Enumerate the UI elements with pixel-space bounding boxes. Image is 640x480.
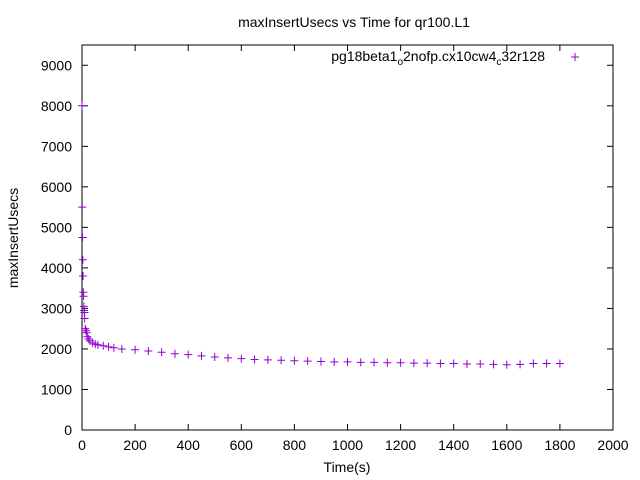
data-point xyxy=(277,356,286,365)
data-point xyxy=(131,345,140,354)
x-tick-label: 1200 xyxy=(385,437,416,453)
data-point xyxy=(237,354,246,363)
legend-label-part: 2nofp.cx10cw4 xyxy=(403,48,497,64)
x-tick-label: 0 xyxy=(78,437,86,453)
data-point xyxy=(79,292,88,301)
data-point xyxy=(423,359,432,368)
y-tick-label: 5000 xyxy=(41,219,72,235)
data-point xyxy=(449,359,458,368)
data-point xyxy=(303,357,312,366)
data-point xyxy=(104,342,113,351)
x-tick-label: 400 xyxy=(177,437,201,453)
data-point xyxy=(79,272,88,280)
data-point xyxy=(81,324,90,333)
y-tick-label: 3000 xyxy=(41,300,72,316)
data-point xyxy=(144,346,153,355)
data-point xyxy=(502,360,511,369)
data-point xyxy=(93,340,102,349)
y-tick-label: 2000 xyxy=(41,341,72,357)
data-point xyxy=(396,358,405,367)
x-tick-label: 600 xyxy=(230,437,254,453)
legend-label-part: pg18beta1 xyxy=(331,48,397,64)
x-tick-label: 1600 xyxy=(491,437,522,453)
legend-marker-plus xyxy=(571,53,579,61)
data-point xyxy=(78,255,87,264)
series-points xyxy=(78,101,564,369)
data-point xyxy=(117,344,126,353)
data-point xyxy=(84,334,93,343)
y-tick-label: 1000 xyxy=(41,381,72,397)
legend-label-subscript: o xyxy=(397,57,403,68)
x-tick-label: 800 xyxy=(283,437,307,453)
data-point xyxy=(343,357,352,366)
data-point xyxy=(409,359,418,368)
data-point xyxy=(250,355,259,364)
data-point xyxy=(170,349,179,358)
y-tick-label: 9000 xyxy=(41,57,72,73)
data-point xyxy=(82,328,91,337)
data-point xyxy=(78,101,86,110)
x-tick-label: 200 xyxy=(123,437,147,453)
legend-label-subscript: c xyxy=(496,57,501,68)
data-point xyxy=(330,357,339,366)
data-point xyxy=(436,359,445,368)
data-point xyxy=(316,357,325,366)
data-point xyxy=(83,332,92,341)
data-point xyxy=(78,233,87,242)
x-tick-label: 1400 xyxy=(438,437,469,453)
data-point xyxy=(489,360,498,369)
legend-series-label: pg18beta1o2nofp.cx10cw4c32r128 xyxy=(331,48,545,68)
data-point xyxy=(383,358,392,367)
legend: pg18beta1o2nofp.cx10cw4c32r128 xyxy=(331,48,579,68)
data-point xyxy=(356,358,365,367)
data-point xyxy=(78,203,87,212)
y-tick-label: 7000 xyxy=(41,138,72,154)
data-point xyxy=(370,358,379,367)
data-point xyxy=(555,359,564,368)
data-point xyxy=(197,351,206,360)
data-point xyxy=(99,341,108,350)
data-point xyxy=(542,359,551,368)
data-point xyxy=(80,314,89,323)
data-point xyxy=(109,343,118,352)
data-point xyxy=(476,359,485,368)
axis-ticks: 0 200 400 600 800 1000 1200 1400 1600 1800 2000 0 10… xyxy=(41,45,629,453)
data-point xyxy=(184,350,193,359)
x-axis-label: Time(s) xyxy=(324,459,371,475)
legend-marker xyxy=(571,53,579,61)
y-tick-label: 4000 xyxy=(41,260,72,276)
data-point xyxy=(529,359,538,368)
legend-label-part: 32r128 xyxy=(501,48,545,64)
x-tick-label: 2000 xyxy=(597,437,628,453)
chart-title: maxInsertUsecs vs Time for qr100.L1 xyxy=(238,14,470,30)
data-point xyxy=(290,356,299,365)
x-tick-label: 1000 xyxy=(332,437,363,453)
data-point xyxy=(210,353,219,362)
data-point xyxy=(81,326,90,335)
data-point xyxy=(157,348,166,357)
data-point xyxy=(263,355,272,364)
data-point xyxy=(462,359,471,368)
y-tick-label: 8000 xyxy=(41,98,72,114)
y-tick-label: 6000 xyxy=(41,179,72,195)
y-tick-label: 0 xyxy=(64,422,72,438)
data-point xyxy=(224,353,233,362)
data-point xyxy=(516,360,525,369)
y-axis-label: maxInsertUsecs xyxy=(5,188,21,288)
x-tick-label: 1800 xyxy=(544,437,575,453)
